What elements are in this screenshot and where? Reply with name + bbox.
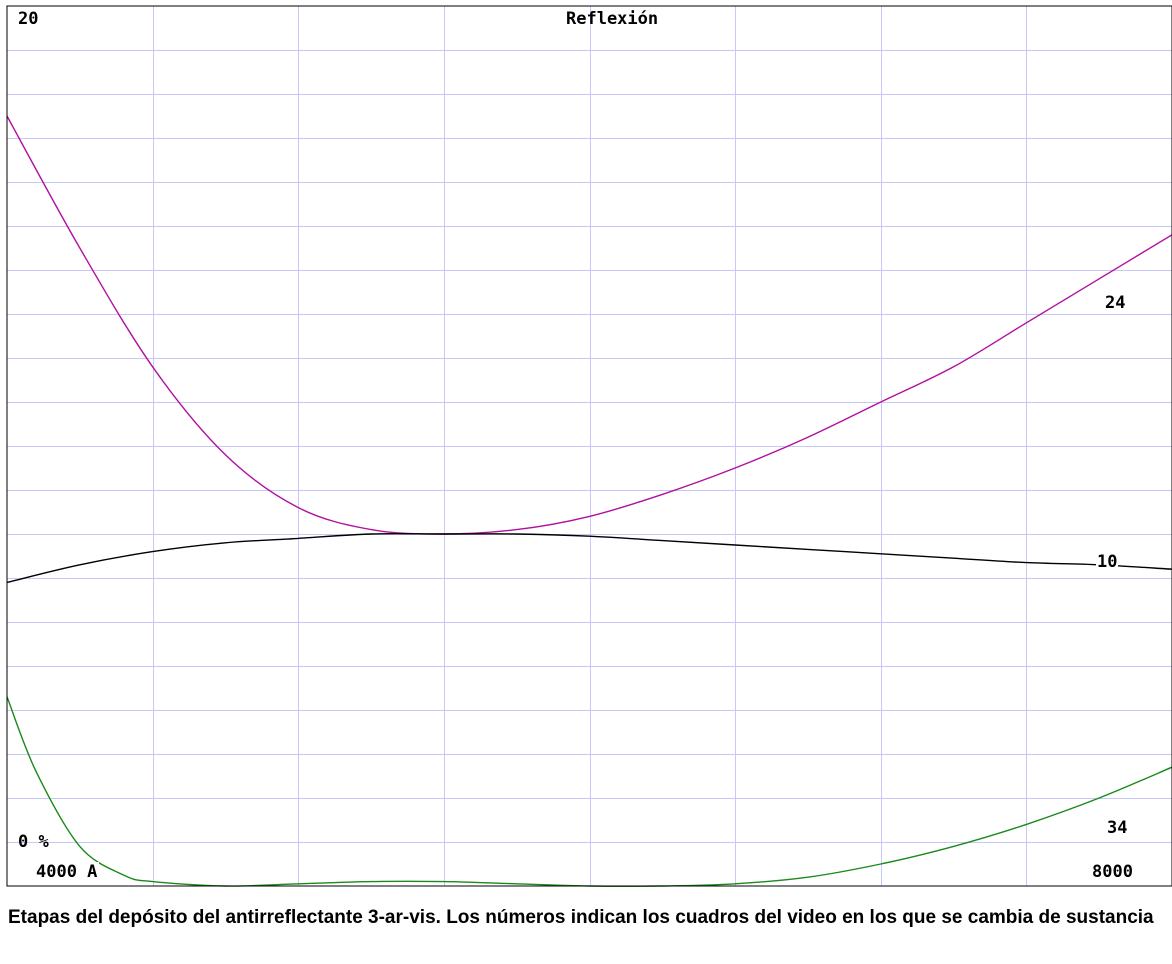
- series-label-34: 34: [1106, 818, 1129, 838]
- chart-svg: [6, 5, 1172, 887]
- plot-frame-border: [6, 5, 1172, 887]
- series-label-10: 10: [1096, 552, 1119, 572]
- x-min-label: 4000 A: [34, 862, 100, 882]
- x-max-label: 8000: [1090, 862, 1135, 882]
- y-min-label: 0 %: [18, 832, 49, 852]
- reflection-chart: 20 Reflexión 0 % 4000 A 8000 24 10 34: [6, 5, 1172, 887]
- series-line-34: [6, 696, 1172, 887]
- series-label-24: 24: [1104, 293, 1127, 313]
- chart-title: Reflexión: [566, 9, 659, 29]
- series-line-10: [6, 532, 1172, 584]
- series-lines: [6, 115, 1172, 887]
- figure-caption: Etapas del depósito del antirreflectante…: [8, 907, 1154, 928]
- series-line-24: [6, 115, 1172, 535]
- y-max-label: 20: [18, 9, 39, 29]
- grid: [7, 6, 1172, 886]
